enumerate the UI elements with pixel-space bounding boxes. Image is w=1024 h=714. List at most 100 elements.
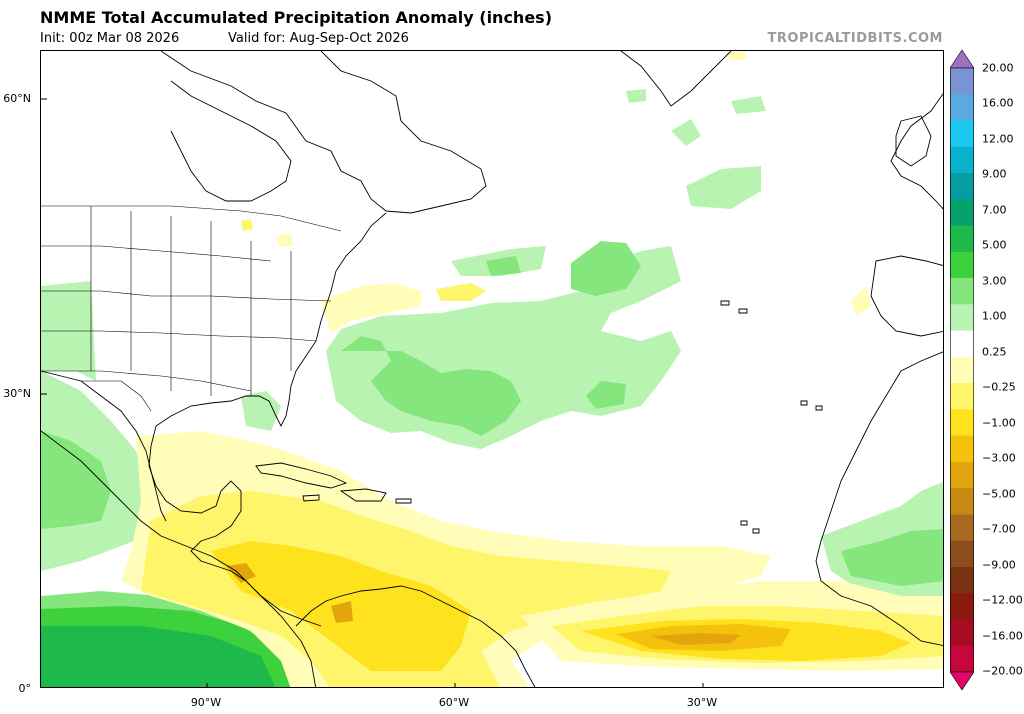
lat-label-30n: 30°N xyxy=(3,387,31,400)
colorbar-segment xyxy=(950,514,974,542)
dry-anomaly-layer xyxy=(121,51,943,687)
lon-label-90w: 90°W xyxy=(190,696,222,709)
colorbar-tick-label: −9.00 xyxy=(982,558,1016,572)
wet-area-mexico-inner xyxy=(41,431,111,529)
africa-west-coast xyxy=(815,351,943,647)
tick-marks xyxy=(41,98,704,687)
south-america-north xyxy=(295,585,536,687)
colorbar-segment xyxy=(950,120,974,148)
init-time: Init: 00z Mar 08 2026 xyxy=(40,31,180,46)
colorbar-segment xyxy=(950,173,974,200)
colorbar-segment xyxy=(950,488,974,515)
north-america-coast xyxy=(160,51,487,214)
colorbar-segment xyxy=(950,199,974,227)
colorbar-tick-label: −7.00 xyxy=(982,522,1016,536)
colorbar-extend-top xyxy=(949,49,975,69)
colorbar-segment xyxy=(950,409,974,437)
dry-area-atlantic-itcz-deep xyxy=(651,633,741,645)
colorbar-svg xyxy=(949,49,975,691)
colorbar-tick-label: 9.00 xyxy=(982,167,1007,181)
coastlines xyxy=(41,51,943,687)
dry-area-canada xyxy=(276,233,293,247)
wet-area-north-3 xyxy=(686,166,761,209)
dry-area-north-spot xyxy=(726,51,746,61)
colorbar-tick-label: 5.00 xyxy=(982,238,1007,252)
colorbar-segment xyxy=(950,619,974,647)
wet-area-africa-inner xyxy=(841,529,943,586)
lon-label-60w: 60°W xyxy=(438,696,470,709)
brand-watermark: TROPICALTIDBITS.COM xyxy=(767,31,943,46)
colorbar-segment xyxy=(950,461,974,489)
colorbar-segment xyxy=(950,251,974,279)
puerto-rico xyxy=(395,498,412,504)
colorbar-extend-bottom xyxy=(949,671,975,691)
precip-anomaly-map[interactable] xyxy=(40,50,944,688)
colorbar-tick-label: −1.00 xyxy=(982,416,1016,430)
colorbar-tick-label: −5.00 xyxy=(982,487,1016,501)
colorbar-segment xyxy=(950,94,974,122)
colorbar-segment xyxy=(950,383,974,410)
us-east-coast xyxy=(148,212,387,627)
colorbar-tick-label: 16.00 xyxy=(982,96,1014,110)
colorbar-segment xyxy=(950,566,974,594)
colorbar-tick-label: 0.25 xyxy=(982,345,1007,359)
dry-area-east-coast-inner xyxy=(436,283,486,301)
colorbar-segment xyxy=(950,304,974,332)
colorbar-segment xyxy=(950,435,974,463)
gulf-coast xyxy=(41,370,167,522)
colorbar-tick-label: −20.00 xyxy=(982,664,1023,678)
colorbar xyxy=(949,49,975,691)
wet-area-inner-2 xyxy=(571,241,641,296)
wet-area-north-2 xyxy=(486,256,521,276)
colorbar-tick-label: 20.00 xyxy=(982,61,1014,75)
dry-area-honduras xyxy=(226,563,256,583)
iberia xyxy=(870,255,943,337)
lat-label-0: 0° xyxy=(18,682,32,695)
central-america-pacific xyxy=(41,430,317,687)
cuba xyxy=(255,462,348,489)
colorbar-segment xyxy=(950,68,974,95)
wet-area-north-6 xyxy=(626,89,646,103)
colorbar-tick-label: 1.00 xyxy=(982,309,1007,323)
cape-verde xyxy=(740,520,760,534)
colorbar-segment xyxy=(950,540,974,568)
jamaica xyxy=(302,494,320,502)
colorbar-segment xyxy=(950,225,974,253)
wet-area-pacific-core xyxy=(41,626,276,687)
hudson-bay xyxy=(170,80,292,202)
chart-title: NMME Total Accumulated Precipitation Ano… xyxy=(40,8,552,27)
lon-label-30w: 30°W xyxy=(686,696,718,709)
colorbar-segment xyxy=(950,330,974,358)
dry-area-venezuela xyxy=(331,601,353,623)
colorbar-segment xyxy=(950,356,974,384)
colorbar-tick-label: −3.00 xyxy=(982,451,1016,465)
colorbar-segment xyxy=(950,645,974,673)
wet-area-north-5 xyxy=(731,96,766,114)
dry-area-iberia xyxy=(851,286,871,316)
british-isles xyxy=(895,115,932,167)
wet-area-north-4 xyxy=(671,119,701,146)
colorbar-tick-label: 3.00 xyxy=(982,274,1007,288)
colorbar-tick-label: −16.00 xyxy=(982,629,1023,643)
colorbar-segment xyxy=(950,146,974,174)
colorbar-segment xyxy=(950,278,974,305)
azores xyxy=(720,300,748,314)
colorbar-tick-label: −0.25 xyxy=(982,380,1016,394)
lat-label-60n: 60°N xyxy=(3,92,31,105)
dry-area-east-coast xyxy=(321,283,421,333)
colorbar-tick-label: 7.00 xyxy=(982,203,1007,217)
canary-islands xyxy=(800,400,823,411)
dry-area-great-lakes xyxy=(241,219,253,231)
wet-area-gulf xyxy=(241,391,281,431)
hispaniola xyxy=(339,488,387,502)
wet-area-inner-1 xyxy=(341,336,521,436)
valid-period: Valid for: Aug-Sep-Oct 2026 xyxy=(228,31,409,46)
europe-coast xyxy=(890,93,943,210)
political-borders xyxy=(41,205,342,412)
map-svg xyxy=(41,51,943,687)
wet-area-inner-3 xyxy=(586,381,626,409)
colorbar-tick-label: −12.00 xyxy=(982,593,1023,607)
greenland-south xyxy=(620,51,732,107)
colorbar-tick-label: 12.00 xyxy=(982,132,1014,146)
colorbar-segment xyxy=(950,593,974,620)
